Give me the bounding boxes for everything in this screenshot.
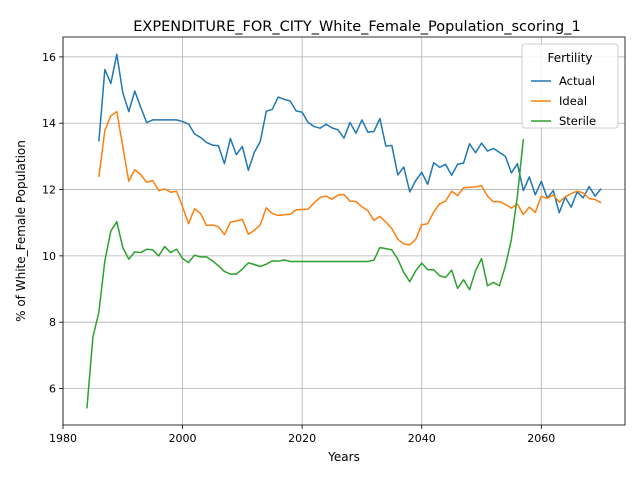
x-axis-label: Years [327,450,360,464]
y-tick-label: 16 [42,51,56,64]
x-tick-label: 2020 [288,432,316,445]
x-tick-label: 2000 [169,432,197,445]
y-tick-label: 6 [49,383,56,396]
y-tick-label: 14 [42,117,56,130]
y-axis-label: % of White_Female Population [14,140,28,322]
legend: Fertility Actual Ideal Sterile [522,44,618,128]
x-tick-label: 1980 [49,432,77,445]
y-tick-label: 8 [49,316,56,329]
legend-label-ideal: Ideal [559,94,587,108]
y-tick-label: 10 [42,250,56,263]
x-tick-label: 2060 [527,432,555,445]
legend-title: Fertility [547,51,592,65]
x-tick-label: 2040 [408,432,436,445]
y-tick-label: 12 [42,184,56,197]
legend-label-actual: Actual [559,74,595,88]
legend-label-sterile: Sterile [559,114,596,128]
chart-title: EXPENDITURE_FOR_CITY_White_Female_Popula… [133,19,580,35]
